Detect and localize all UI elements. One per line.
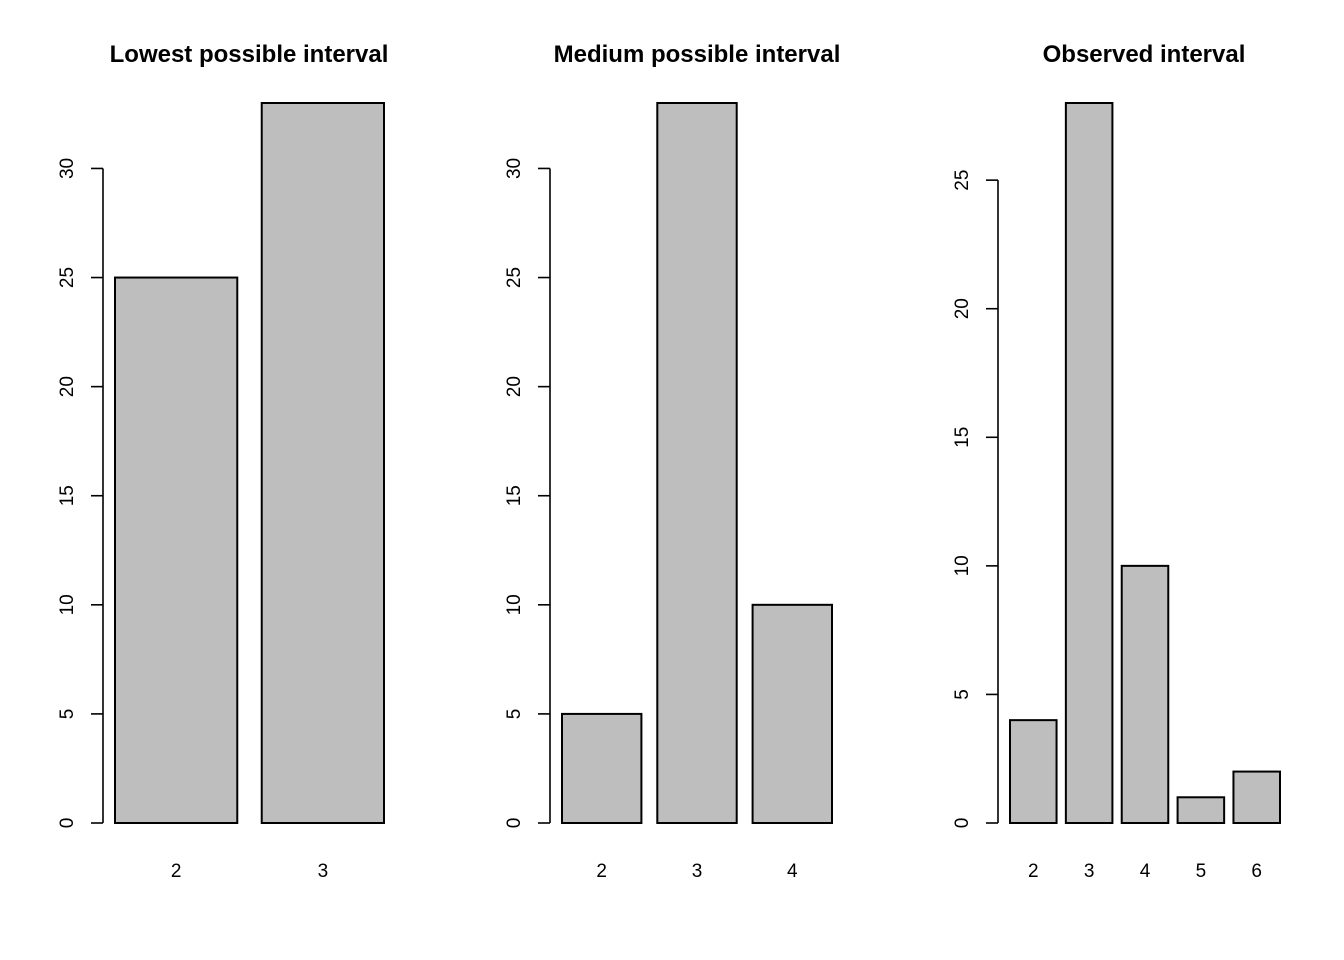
y-tick-label: 10 <box>952 555 973 576</box>
y-tick-label: 10 <box>504 594 525 615</box>
x-tick-label: 4 <box>1140 861 1151 882</box>
y-tick-label: 0 <box>504 818 525 829</box>
y-tick-label: 25 <box>57 267 78 288</box>
bar-3 <box>656 102 738 824</box>
y-tick-label: 30 <box>504 158 525 179</box>
x-tick-label: 3 <box>692 861 703 882</box>
bar-2 <box>561 712 643 825</box>
bar-4 <box>751 603 834 824</box>
x-tick-label: 3 <box>318 861 329 882</box>
y-tick-label: 15 <box>57 485 78 506</box>
bar-2 <box>1009 719 1058 825</box>
x-tick-label: 2 <box>1028 861 1039 882</box>
x-tick-label: 3 <box>1084 861 1095 882</box>
chart-title: Observed interval <box>1043 41 1246 68</box>
x-tick-label: 2 <box>171 861 182 882</box>
y-tick-label: 20 <box>952 298 973 319</box>
bar-3 <box>260 102 385 824</box>
x-tick-label: 5 <box>1196 861 1207 882</box>
y-tick-label: 5 <box>57 709 78 720</box>
chart-title: Medium possible interval <box>554 41 841 68</box>
y-tick-label: 25 <box>952 170 973 191</box>
y-tick-label: 0 <box>57 818 78 829</box>
x-tick-label: 4 <box>787 861 798 882</box>
panel-observed: Observed interval 2 3 4 5 6 0 5 10 15 20 25 <box>952 41 1281 882</box>
bar-3 <box>1064 102 1114 824</box>
y-tick-label: 15 <box>504 485 525 506</box>
y-tick-label: 30 <box>57 158 78 179</box>
bar-2 <box>114 276 239 824</box>
y-tick-label: 20 <box>504 376 525 397</box>
panel-medium-possible: Medium possible interval 2 3 4 0 5 10 15 20 25 30 <box>504 41 840 882</box>
y-tick-label: 25 <box>504 267 525 288</box>
x-tick-label: 2 <box>596 861 607 882</box>
y-tick-label: 0 <box>952 818 973 829</box>
bar-6 <box>1232 770 1281 824</box>
x-tick-label: 6 <box>1251 861 1262 882</box>
chart-title: Lowest possible interval <box>110 41 389 68</box>
bar-5 <box>1176 796 1226 824</box>
y-tick-label: 5 <box>952 689 973 700</box>
y-tick-label: 10 <box>57 594 78 615</box>
y-tick-label: 15 <box>952 427 973 448</box>
bar-4 <box>1120 564 1170 824</box>
y-tick-label: 20 <box>57 376 78 397</box>
y-tick-label: 5 <box>504 709 525 720</box>
